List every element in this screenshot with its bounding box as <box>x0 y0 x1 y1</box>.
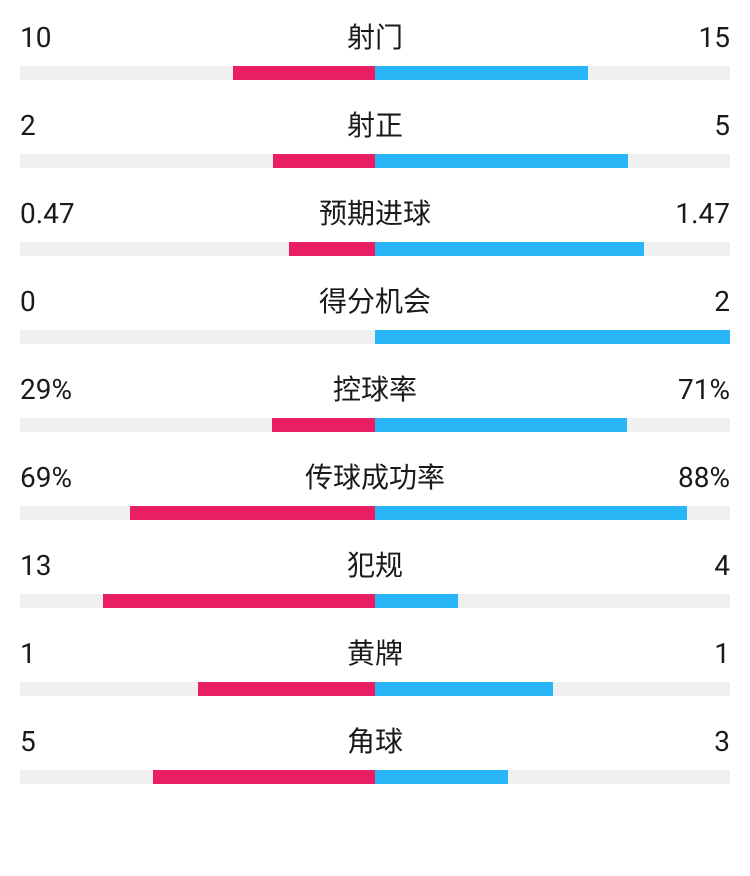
stat-row: 10射门15 <box>20 16 730 80</box>
stat-bar-left-fill <box>289 242 375 256</box>
stat-left-value: 69% <box>20 461 90 494</box>
stat-right-value: 4 <box>660 549 730 582</box>
stat-right-value: 15 <box>660 21 730 54</box>
stat-bar <box>20 594 730 608</box>
stat-label: 预期进球 <box>90 192 660 232</box>
stat-bar-left-track <box>20 594 375 608</box>
stat-bar-left-track <box>20 418 375 432</box>
stat-bar-right-track <box>375 594 730 608</box>
stat-bar-left-track <box>20 682 375 696</box>
stat-header: 0.47预期进球1.47 <box>20 192 730 232</box>
stat-row: 13犯规4 <box>20 544 730 608</box>
stat-bar-left-track <box>20 154 375 168</box>
stat-bar-right-fill <box>375 594 458 608</box>
match-stats-container: 10射门152射正50.47预期进球1.470得分机会229%控球率71%69%… <box>20 16 730 784</box>
stat-bar-left-track <box>20 242 375 256</box>
stat-bar-left-fill <box>103 594 375 608</box>
stat-bar-left-track <box>20 330 375 344</box>
stat-row: 5角球3 <box>20 720 730 784</box>
stat-bar-right-fill <box>375 242 644 256</box>
stat-bar-left-fill <box>130 506 375 520</box>
stat-bar-right-fill <box>375 418 627 432</box>
stat-bar-right-track <box>375 682 730 696</box>
stat-left-value: 0.47 <box>20 197 90 230</box>
stat-label: 得分机会 <box>90 280 660 320</box>
stat-bar-right-track <box>375 770 730 784</box>
stat-label: 射正 <box>90 104 660 144</box>
stat-bar-left-fill <box>153 770 375 784</box>
stat-label: 角球 <box>90 720 660 760</box>
stat-bar-left-track <box>20 770 375 784</box>
stat-left-value: 0 <box>20 285 90 318</box>
stat-right-value: 2 <box>660 285 730 318</box>
stat-left-value: 5 <box>20 725 90 758</box>
stat-bar <box>20 682 730 696</box>
stat-bar-left-fill <box>233 66 375 80</box>
stat-bar-right-track <box>375 242 730 256</box>
stat-label: 传球成功率 <box>90 456 660 496</box>
stat-label: 犯规 <box>90 544 660 584</box>
stat-right-value: 5 <box>660 109 730 142</box>
stat-left-value: 2 <box>20 109 90 142</box>
stat-header: 10射门15 <box>20 16 730 56</box>
stat-bar-left-track <box>20 506 375 520</box>
stat-header: 69%传球成功率88% <box>20 456 730 496</box>
stat-bar <box>20 242 730 256</box>
stat-bar <box>20 66 730 80</box>
stat-header: 2射正5 <box>20 104 730 144</box>
stat-header: 29%控球率71% <box>20 368 730 408</box>
stat-bar <box>20 506 730 520</box>
stat-label: 黄牌 <box>90 632 660 672</box>
stat-bar-right-track <box>375 66 730 80</box>
stat-bar <box>20 154 730 168</box>
stat-left-value: 29% <box>20 373 90 406</box>
stat-left-value: 10 <box>20 21 90 54</box>
stat-header: 5角球3 <box>20 720 730 760</box>
stat-bar-right-fill <box>375 154 628 168</box>
stat-header: 13犯规4 <box>20 544 730 584</box>
stat-bar-right-fill <box>375 330 730 344</box>
stat-left-value: 13 <box>20 549 90 582</box>
stat-row: 2射正5 <box>20 104 730 168</box>
stat-bar-left-track <box>20 66 375 80</box>
stat-row: 0.47预期进球1.47 <box>20 192 730 256</box>
stat-right-value: 3 <box>660 725 730 758</box>
stat-left-value: 1 <box>20 637 90 670</box>
stat-right-value: 1.47 <box>660 197 730 230</box>
stat-header: 1黄牌1 <box>20 632 730 672</box>
stat-bar-right-fill <box>375 66 588 80</box>
stat-bar-right-track <box>375 154 730 168</box>
stat-right-value: 88% <box>660 461 730 494</box>
stat-header: 0得分机会2 <box>20 280 730 320</box>
stat-right-value: 71% <box>660 373 730 406</box>
stat-row: 0得分机会2 <box>20 280 730 344</box>
stat-bar-left-fill <box>273 154 375 168</box>
stat-bar <box>20 330 730 344</box>
stat-bar <box>20 770 730 784</box>
stat-row: 69%传球成功率88% <box>20 456 730 520</box>
stat-row: 1黄牌1 <box>20 632 730 696</box>
stat-bar-right-track <box>375 418 730 432</box>
stat-label: 控球率 <box>90 368 660 408</box>
stat-bar-left-fill <box>272 418 375 432</box>
stat-row: 29%控球率71% <box>20 368 730 432</box>
stat-bar-right-fill <box>375 506 687 520</box>
stat-bar-right-track <box>375 330 730 344</box>
stat-bar-right-fill <box>375 770 508 784</box>
stat-bar <box>20 418 730 432</box>
stat-bar-right-track <box>375 506 730 520</box>
stat-bar-left-fill <box>198 682 376 696</box>
stat-label: 射门 <box>90 16 660 56</box>
stat-bar-right-fill <box>375 682 553 696</box>
stat-right-value: 1 <box>660 637 730 670</box>
